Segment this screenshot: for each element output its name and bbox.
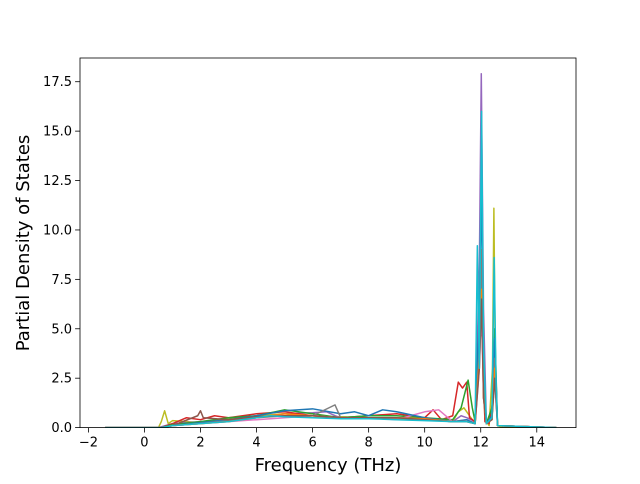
y-tick-label: 12.5 bbox=[43, 174, 72, 189]
x-tick-label: 6 bbox=[308, 436, 316, 451]
x-tick-label: 10 bbox=[416, 436, 433, 451]
x-tick-label: 0 bbox=[140, 436, 148, 451]
x-axis-label: Frequency (THz) bbox=[255, 455, 402, 476]
y-tick-label: 5.0 bbox=[51, 322, 72, 337]
x-axis-ticks: −2 0 2 4 6 8 10 12 14 bbox=[79, 427, 545, 451]
x-tick-label: 2 bbox=[196, 436, 204, 451]
series-line-9 bbox=[105, 110, 557, 428]
x-tick-label: 8 bbox=[364, 436, 372, 451]
x-tick-label: 14 bbox=[528, 436, 545, 451]
series-layer bbox=[105, 73, 557, 428]
plot-frame bbox=[79, 57, 577, 429]
y-axis-label: Partial Density of States bbox=[13, 135, 34, 352]
y-tick-label: 17.5 bbox=[43, 75, 72, 90]
y-axis-ticks: 0.0 2.5 5.0 7.5 10.0 12.5 15.0 17.5 bbox=[43, 75, 80, 436]
x-tick-label: 4 bbox=[252, 436, 260, 451]
y-tick-label: 15.0 bbox=[43, 125, 72, 140]
x-tick-label: 12 bbox=[472, 436, 489, 451]
y-tick-label: 7.5 bbox=[51, 273, 72, 288]
y-tick-label: 0.0 bbox=[51, 421, 72, 436]
y-tick-label: 2.5 bbox=[51, 372, 72, 387]
x-tick-label: −2 bbox=[79, 436, 98, 451]
y-tick-label: 10.0 bbox=[43, 223, 72, 238]
